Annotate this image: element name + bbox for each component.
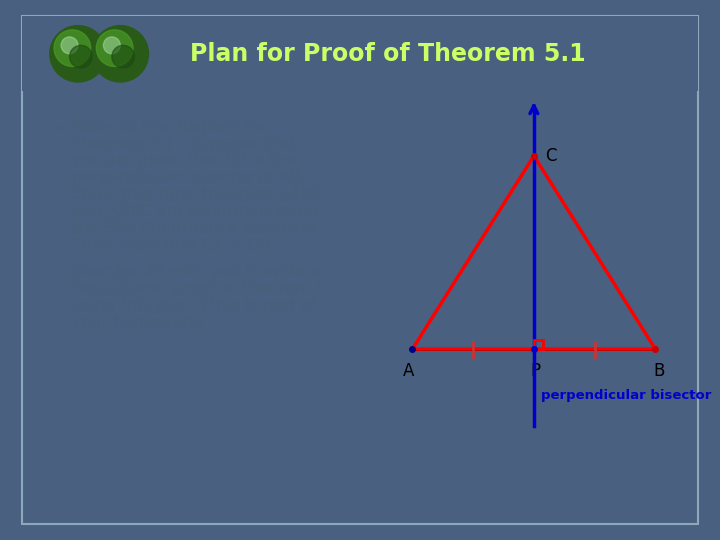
Text: B: B xyxy=(653,362,665,380)
Text: and △BPC are congruent using: and △BPC are congruent using xyxy=(72,204,319,219)
Text: you are given that CP is the: you are given that CP is the xyxy=(72,153,296,168)
Text: Exercise 28 asks you to write a: Exercise 28 asks you to write a xyxy=(72,265,322,279)
Circle shape xyxy=(61,37,78,54)
Text: perpendicular bisector: perpendicular bisector xyxy=(541,389,712,402)
Circle shape xyxy=(70,45,92,68)
Text: your homework): your homework) xyxy=(72,315,204,330)
Text: two-column proof of Theorem 5.1: two-column proof of Theorem 5.1 xyxy=(72,281,341,296)
Text: Plan for Proof of Theorem 5.1: Plan for Proof of Theorem 5.1 xyxy=(190,42,586,66)
Text: P: P xyxy=(531,362,541,380)
Text: Then show that CA ≅ CB.: Then show that CA ≅ CB. xyxy=(72,238,275,253)
Text: •: • xyxy=(52,119,63,139)
Text: perpendicular bisector of AB.: perpendicular bisector of AB. xyxy=(72,170,307,185)
Bar xyxy=(534,340,544,349)
Circle shape xyxy=(104,37,120,54)
Bar xyxy=(22,16,698,91)
Circle shape xyxy=(96,30,133,66)
Text: C: C xyxy=(545,147,557,165)
Text: Show that right triangles △ABC: Show that right triangles △ABC xyxy=(72,187,323,202)
Circle shape xyxy=(112,45,135,68)
Text: ·: · xyxy=(55,265,63,292)
Circle shape xyxy=(54,30,91,66)
Text: using this plan. (This is part of: using this plan. (This is part of xyxy=(72,298,316,313)
Text: the SAS Congruence Postulate.: the SAS Congruence Postulate. xyxy=(72,221,322,236)
Circle shape xyxy=(50,25,107,82)
Text: Theorem 5.1.  Suppose that: Theorem 5.1. Suppose that xyxy=(72,137,297,152)
Text: Refer to the diagram for: Refer to the diagram for xyxy=(72,119,267,134)
Text: A: A xyxy=(403,362,415,380)
Circle shape xyxy=(92,25,148,82)
